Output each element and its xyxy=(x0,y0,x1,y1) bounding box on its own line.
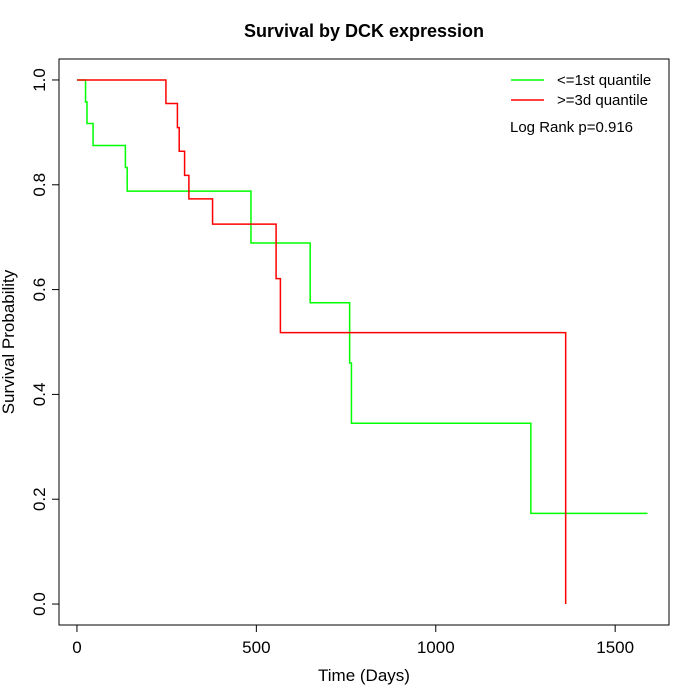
x-tick-label: 500 xyxy=(242,638,270,657)
survival-curve-2 xyxy=(76,79,567,605)
x-tick-label: 0 xyxy=(72,638,81,657)
y-axis-label: Survival Probability xyxy=(0,269,18,414)
x-tick-label: 1500 xyxy=(596,638,634,657)
x-axis: 0 500 1000 1500 xyxy=(72,624,634,657)
legend: <=1st quantile >=3d quantile xyxy=(511,72,651,109)
y-tick-label: 0.2 xyxy=(30,487,49,511)
legend-label: >=3d quantile xyxy=(557,92,648,109)
log-rank-annotation: Log Rank p=0.916 xyxy=(510,119,633,136)
x-tick-label: 1000 xyxy=(417,638,455,657)
x-axis-label: Time (Days) xyxy=(318,666,410,685)
series-layer xyxy=(76,79,648,605)
y-axis: 0.0 0.2 0.4 0.6 0.8 1.0 xyxy=(30,68,60,616)
y-tick-label: 1.0 xyxy=(30,68,49,92)
y-tick-label: 0.4 xyxy=(30,383,49,407)
y-tick-label: 0.0 xyxy=(30,592,49,616)
plot-frame xyxy=(58,58,670,626)
chart-title: Survival by DCK expression xyxy=(244,21,484,41)
survival-curve-1 xyxy=(76,79,648,515)
y-tick-label: 0.6 xyxy=(30,278,49,302)
y-tick-label: 0.8 xyxy=(30,173,49,197)
legend-label: <=1st quantile xyxy=(557,72,651,89)
